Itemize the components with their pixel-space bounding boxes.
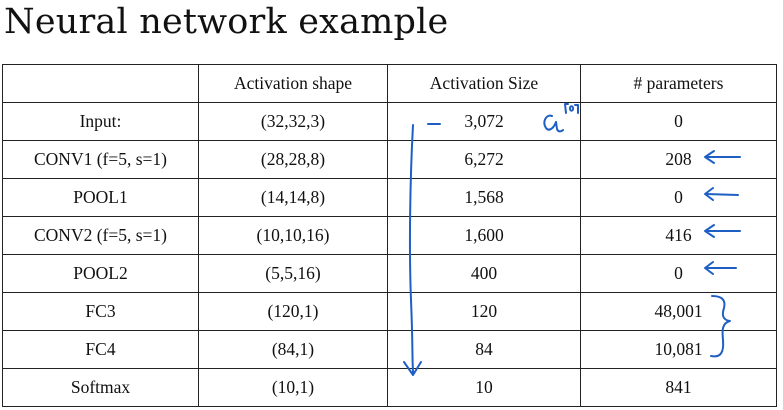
activation-size: 1,568	[387, 178, 581, 217]
activation-shape: (84,1)	[198, 330, 388, 369]
activation-size: 10	[387, 368, 581, 407]
layer-name: FC3	[2, 292, 199, 331]
activation-size: 6,272	[387, 140, 581, 179]
activation-size: 84	[387, 330, 581, 369]
header-activation-size: Activation Size	[387, 64, 581, 103]
table-row: POOL2 (5,5,16) 400 0	[2, 254, 777, 293]
parameter-count: 0	[580, 178, 777, 217]
activation-shape: (10,10,16)	[198, 216, 388, 255]
table-row: Input: (32,32,3) 3,072 0	[2, 102, 777, 141]
layer-name: CONV2 (f=5, s=1)	[2, 216, 199, 255]
activation-shape: (14,14,8)	[198, 178, 388, 217]
page-title: Neural network example	[4, 2, 449, 42]
activation-size: 400	[387, 254, 581, 293]
activation-size: 1,600	[387, 216, 581, 255]
table-row: FC4 (84,1) 84 10,081	[2, 330, 777, 369]
table-row: CONV1 (f=5, s=1) (28,28,8) 6,272 208	[2, 140, 777, 179]
layer-name: CONV1 (f=5, s=1)	[2, 140, 199, 179]
table-header-row: Activation shape Activation Size # param…	[2, 64, 777, 103]
parameter-count: 208	[580, 140, 777, 179]
header-layer	[2, 64, 199, 103]
parameter-count: 10,081	[580, 330, 777, 369]
table-row: FC3 (120,1) 120 48,001	[2, 292, 777, 331]
parameter-count: 416	[580, 216, 777, 255]
activation-shape: (5,5,16)	[198, 254, 388, 293]
layer-name: Input:	[2, 102, 199, 141]
network-table: Activation shape Activation Size # param…	[2, 64, 777, 407]
parameter-count: 48,001	[580, 292, 777, 331]
table-row: CONV2 (f=5, s=1) (10,10,16) 1,600 416	[2, 216, 777, 255]
parameter-count: 0	[580, 102, 777, 141]
parameter-count: 0	[580, 254, 777, 293]
layer-name: POOL2	[2, 254, 199, 293]
layer-name: Softmax	[2, 368, 199, 407]
parameter-count: 841	[580, 368, 777, 407]
activation-shape: (120,1)	[198, 292, 388, 331]
layer-name: FC4	[2, 330, 199, 369]
activation-shape: (10,1)	[198, 368, 388, 407]
activation-shape: (28,28,8)	[198, 140, 388, 179]
layer-name: POOL1	[2, 178, 199, 217]
header-parameters: # parameters	[580, 64, 777, 103]
table-row: POOL1 (14,14,8) 1,568 0	[2, 178, 777, 217]
table-row: Softmax (10,1) 10 841	[2, 368, 777, 407]
activation-size: 3,072	[387, 102, 581, 141]
activation-shape: (32,32,3)	[198, 102, 388, 141]
activation-size: 120	[387, 292, 581, 331]
header-activation-shape: Activation shape	[198, 64, 388, 103]
